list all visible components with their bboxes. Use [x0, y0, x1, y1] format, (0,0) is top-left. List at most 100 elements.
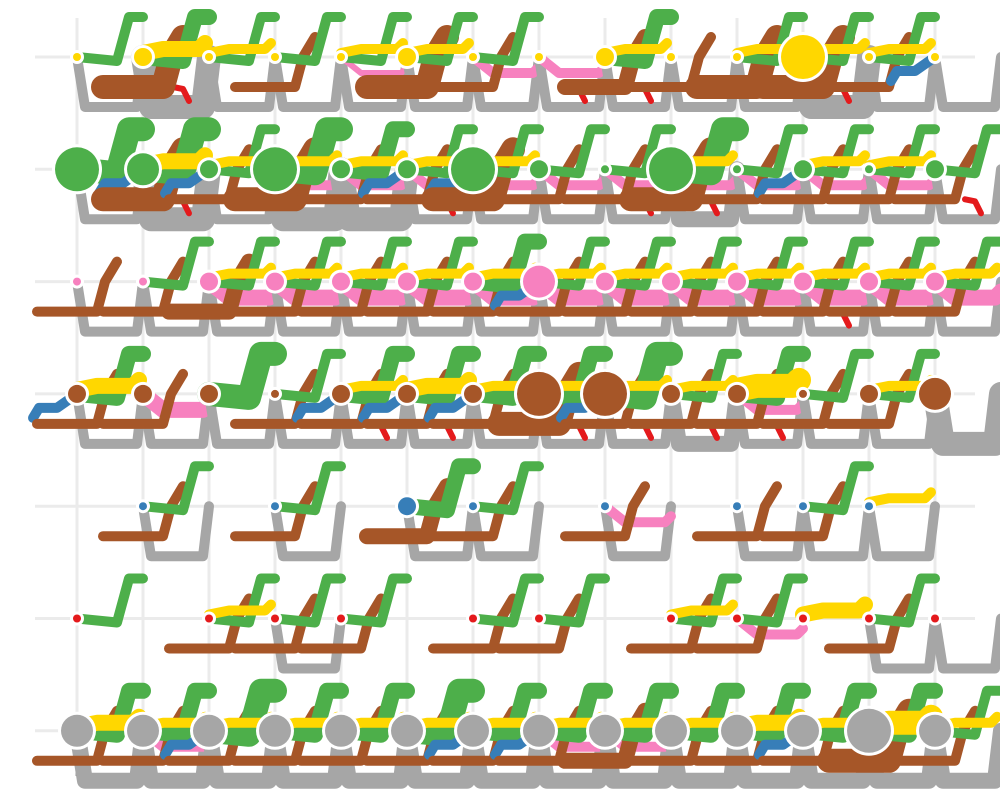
glyph-hub [733, 53, 741, 61]
glyph-hub [728, 272, 746, 291]
glyph-hub [931, 614, 939, 623]
glyph-arm-green [270, 461, 346, 516]
glyph-hub [332, 384, 350, 403]
glyph-arm-pink [135, 385, 217, 418]
glyph-hub [271, 502, 279, 511]
glyph-r3-c14 [890, 236, 1000, 337]
glyph-arm-green [468, 461, 544, 516]
glyph-arm-gray [864, 501, 940, 562]
glyph-hub [271, 614, 279, 623]
glyph-r2-c14 [890, 124, 1000, 225]
glyph-arm-brown [32, 256, 122, 317]
glyph-arm-pink [534, 52, 610, 78]
glyph-r5-c4 [230, 461, 346, 562]
glyph-arm-green [534, 236, 610, 291]
glyph-arm-blue [358, 164, 412, 199]
glyph-arm-gray [923, 381, 1000, 456]
glyph-r5-c6 [359, 458, 481, 562]
glyph-arm-yellow [864, 38, 936, 58]
glyph-arm-green [197, 678, 287, 747]
glyph-hub [601, 165, 609, 174]
glyph-arm-green [732, 236, 808, 291]
glyph-r5-c13 [862, 487, 940, 562]
glyph-hub [523, 265, 555, 298]
glyph-arm-green [270, 236, 346, 291]
glyph-r2-c2 [91, 117, 221, 232]
glyph-arm-brown [359, 478, 455, 545]
glyph-r6-c13 [824, 573, 940, 674]
glyph-hub [865, 614, 873, 623]
glyph-arm-pink [338, 54, 410, 76]
glyph-hub [535, 53, 543, 61]
glyph-r7-c14 [890, 685, 1000, 789]
glyph-r3-c11 [692, 236, 811, 337]
glyph-arm-green [138, 461, 214, 516]
glyph-arm-green [204, 236, 280, 291]
glyph-r4-c8 [487, 345, 613, 449]
glyph-r6-c8 [494, 573, 610, 654]
glyph-arm-red [962, 196, 984, 217]
glyph-arm-blue [292, 388, 346, 423]
glyph-hub [931, 53, 939, 61]
glyph-hub [398, 272, 416, 291]
glyph-arm-red [170, 84, 192, 104]
glyph-r7-c13 [817, 682, 943, 789]
glyph-arm-green [131, 117, 221, 186]
glyph-arm-blue [28, 388, 82, 423]
glyph-arm-green [465, 233, 547, 294]
glyph-hub [469, 502, 477, 511]
glyph-arm-brown [98, 256, 188, 317]
glyph-arm-brown [824, 593, 914, 654]
glyph-arm-brown [758, 481, 848, 542]
glyph-hub [596, 272, 614, 291]
glyph-arm-pink [267, 273, 349, 306]
glyph-r3-c13 [824, 236, 943, 337]
glyph-hub [728, 384, 746, 403]
glyph-r5-c11 [692, 481, 808, 562]
glyph-r4-c11 [692, 345, 811, 449]
glyph-arm-gray [930, 613, 1000, 674]
glyph-r4-c1 [28, 345, 151, 449]
glyph-hub [337, 53, 345, 61]
glyph-arm-pink [864, 164, 940, 191]
glyph-arm-pink [333, 273, 415, 306]
glyph-hub [667, 614, 675, 623]
glyph-hub [398, 497, 416, 516]
glyph-arm-pink [201, 273, 283, 306]
glyph-arm-blue [160, 164, 214, 199]
glyph-hub [662, 272, 680, 291]
glyph-hub [332, 272, 350, 291]
glyph-arm-pink [861, 273, 943, 306]
glyph-arm-pink [534, 164, 610, 191]
glyph-r7-c9 [557, 682, 679, 789]
glyph-hub [398, 384, 416, 403]
glyph-hub [73, 614, 81, 623]
glyph-r2-c3 [160, 124, 280, 225]
glyph-hub [667, 53, 675, 61]
glyph-arm-green [531, 682, 613, 743]
glyph-arm-green [732, 124, 808, 179]
glyph-r1-c3 [202, 12, 280, 112]
glyph-arm-green [864, 12, 940, 66]
glyph-hub [200, 272, 218, 291]
glyph-arm-green [798, 461, 874, 516]
glyph-hub [847, 708, 891, 753]
glyph-r7-c3 [160, 678, 287, 789]
glyph-arm-green [72, 573, 148, 628]
glyph-hub [733, 614, 741, 623]
glyph-arm-brown [230, 32, 320, 92]
glyph-arm-green [135, 9, 217, 69]
glyph-arm-green [135, 682, 217, 743]
glyph-hub [860, 272, 878, 291]
glyph-hub [596, 48, 614, 66]
glyph-hub [398, 160, 416, 179]
glyph-r5-c12 [758, 461, 874, 562]
glyph-arm-green [69, 682, 151, 743]
glyph-arm-green [666, 573, 742, 628]
glyph-hub [919, 714, 951, 747]
glyph-arm-green [729, 682, 811, 743]
glyph-r4-c6 [358, 345, 481, 449]
glyph-hub [860, 384, 878, 403]
glyph-r6-c1 [70, 573, 148, 628]
glyph-arm-green [270, 348, 346, 403]
